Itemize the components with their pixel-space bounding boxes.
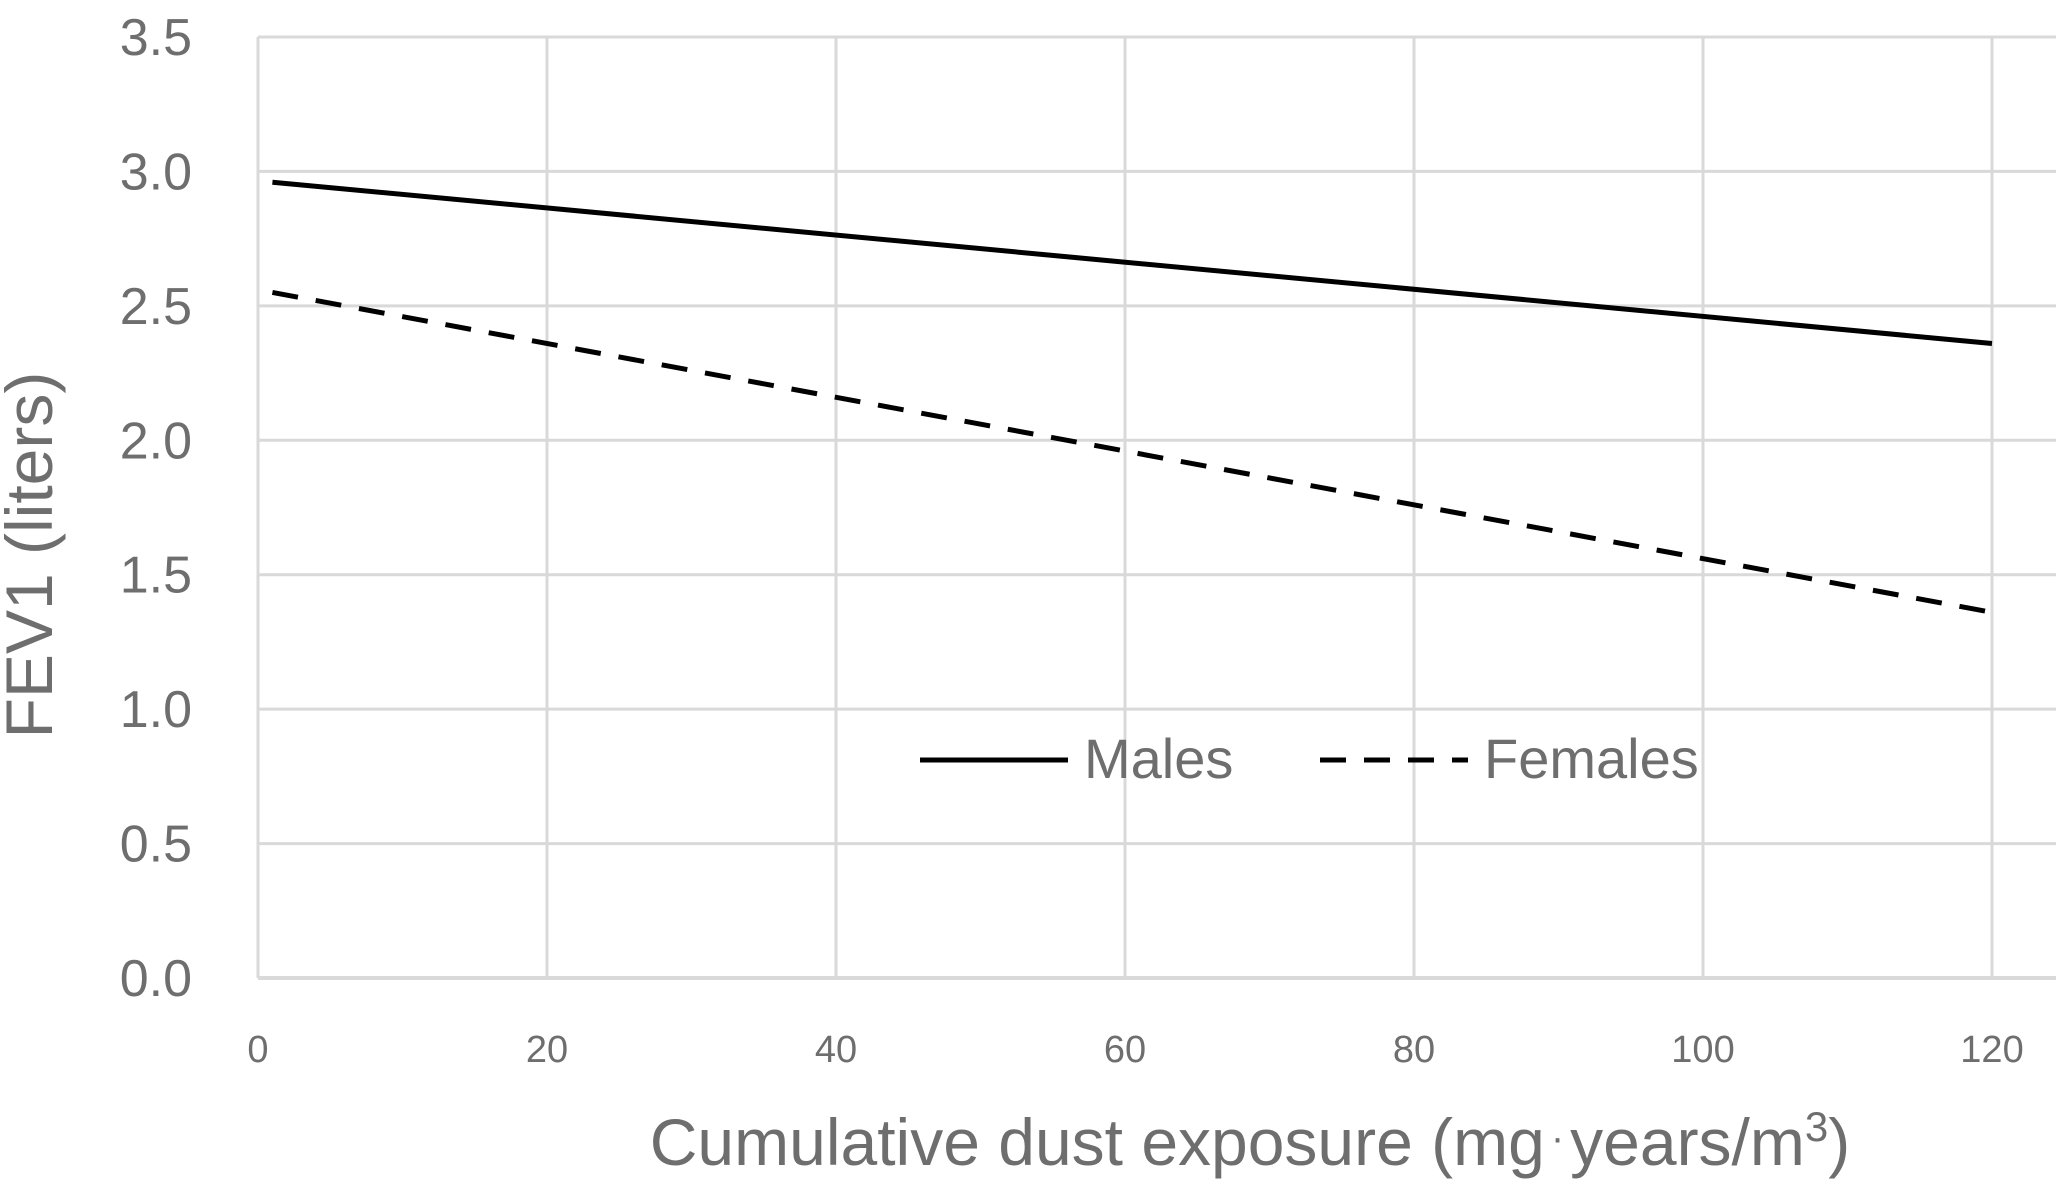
x-axis-title-close: ) xyxy=(1828,1105,1850,1179)
y-tick-labels: 0.0 0.5 1.0 1.5 2.0 2.5 3.0 3.5 xyxy=(120,9,192,1008)
x-tick-labels: 0 20 40 60 80 100 120 xyxy=(247,1029,2023,1071)
y-tick-label: 3.0 xyxy=(120,143,192,201)
y-tick-label: 2.5 xyxy=(120,278,192,336)
x-axis-title-tail: years/m xyxy=(1570,1105,1805,1179)
x-tick-label: 20 xyxy=(526,1029,568,1071)
x-tick-label: 40 xyxy=(815,1029,857,1071)
x-axis-title: Cumulative dust exposure (mg ·years/m3) xyxy=(650,1103,1850,1179)
x-tick-label: 0 xyxy=(247,1029,268,1071)
legend: Males Females xyxy=(920,727,1699,790)
x-tick-label: 120 xyxy=(1960,1029,2023,1071)
legend-label-females: Females xyxy=(1484,727,1699,790)
series-lines xyxy=(271,179,1993,615)
y-tick-label: 1.5 xyxy=(120,547,192,605)
x-axis-title-dot: · xyxy=(1551,1116,1564,1160)
y-tick-label: 0.0 xyxy=(120,950,192,1008)
x-axis-title-main: Cumulative dust exposure (mg xyxy=(650,1105,1545,1179)
legend-label-males: Males xyxy=(1084,727,1233,790)
x-tick-label: 60 xyxy=(1104,1029,1146,1071)
y-tick-label: 2.0 xyxy=(120,412,192,470)
x-axis-title-sup: 3 xyxy=(1805,1103,1828,1150)
y-tick-label: 1.0 xyxy=(120,681,192,739)
y-tick-label: 0.5 xyxy=(120,816,192,874)
y-axis-title: FEV1 (liters) xyxy=(0,372,66,739)
series-line-males xyxy=(272,179,1993,346)
series-line-females xyxy=(271,289,1993,615)
x-tick-label: 100 xyxy=(1671,1029,1734,1071)
grid xyxy=(256,35,2056,980)
y-tick-label: 3.5 xyxy=(120,9,192,67)
x-tick-label: 80 xyxy=(1393,1029,1435,1071)
